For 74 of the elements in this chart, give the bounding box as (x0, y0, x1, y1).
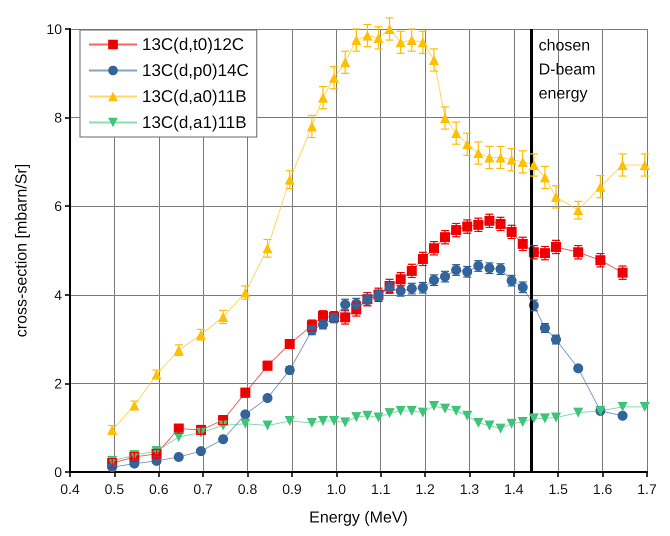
y-tick-label: 10 (46, 21, 62, 37)
x-tick-label: 1.3 (460, 481, 480, 497)
point (618, 268, 628, 278)
ref-line-label: chosen D-beam energy (538, 38, 600, 102)
x-tick-label: 1.2 (415, 481, 436, 497)
point (240, 409, 250, 420)
point (428, 243, 439, 254)
point (640, 402, 650, 412)
x-tick-label: 0.9 (282, 481, 302, 497)
x-tick-label: 0.7 (193, 481, 214, 497)
y-tick-label: 8 (54, 110, 62, 126)
point (451, 225, 462, 236)
point (362, 410, 372, 421)
point (174, 452, 184, 462)
y-tick-label: 4 (54, 286, 62, 303)
x-tick-label: 1.4 (504, 481, 524, 497)
x-tick-label: 1.0 (326, 481, 346, 497)
point (396, 406, 406, 416)
point (551, 412, 562, 423)
point (618, 410, 628, 421)
point (595, 255, 606, 266)
x-axis-title: Energy (MeV) (309, 510, 408, 526)
point (506, 418, 517, 429)
point (418, 408, 428, 418)
point (340, 417, 350, 428)
x-tick-label: 1.5 (548, 481, 568, 497)
y-axis-title: cross-section [mbarn/Sr] (14, 164, 30, 338)
point (440, 232, 450, 242)
x-tick-label: 1.6 (592, 481, 613, 497)
point (496, 218, 506, 229)
legend-label: 13C(d,a0)11B (142, 87, 247, 106)
point (262, 420, 273, 430)
y-tick-label: 0 (54, 464, 62, 480)
x-tick-label: 1.7 (637, 481, 657, 497)
legend-label: 13C(d,t0)12C (142, 35, 244, 54)
point (351, 412, 362, 422)
point (440, 404, 450, 414)
point (518, 416, 528, 427)
point (573, 363, 584, 374)
point (484, 420, 494, 430)
x-tick-label: 0.6 (149, 481, 169, 497)
point (306, 418, 317, 428)
point (240, 418, 250, 429)
point (428, 400, 439, 411)
point (218, 434, 228, 444)
point (462, 410, 472, 421)
point (373, 412, 384, 423)
point (262, 393, 273, 404)
point (318, 416, 328, 426)
point (196, 446, 206, 456)
x-tick-label: 0.8 (238, 481, 258, 497)
point (540, 248, 550, 258)
point (384, 408, 395, 418)
y-tick-label: 6 (54, 198, 62, 214)
point (284, 416, 295, 426)
point (473, 418, 484, 428)
point (573, 408, 584, 418)
point (618, 402, 628, 412)
point (418, 254, 428, 264)
point (506, 226, 517, 237)
y-tick-label: 2 (54, 375, 62, 392)
point (484, 216, 494, 226)
point (528, 413, 539, 424)
point (540, 413, 550, 424)
point (551, 242, 562, 252)
x-tick-label: 0.5 (104, 481, 124, 497)
point (451, 406, 462, 416)
x-tick-label: 0.4 (60, 481, 80, 497)
point (329, 416, 340, 426)
point (496, 424, 506, 434)
point (406, 406, 417, 416)
x-tick-label: 1.1 (370, 481, 391, 497)
legend-label: 13C(d,a1)11B (142, 113, 247, 132)
legend-label: 13C(d,p0)14C (142, 61, 249, 80)
